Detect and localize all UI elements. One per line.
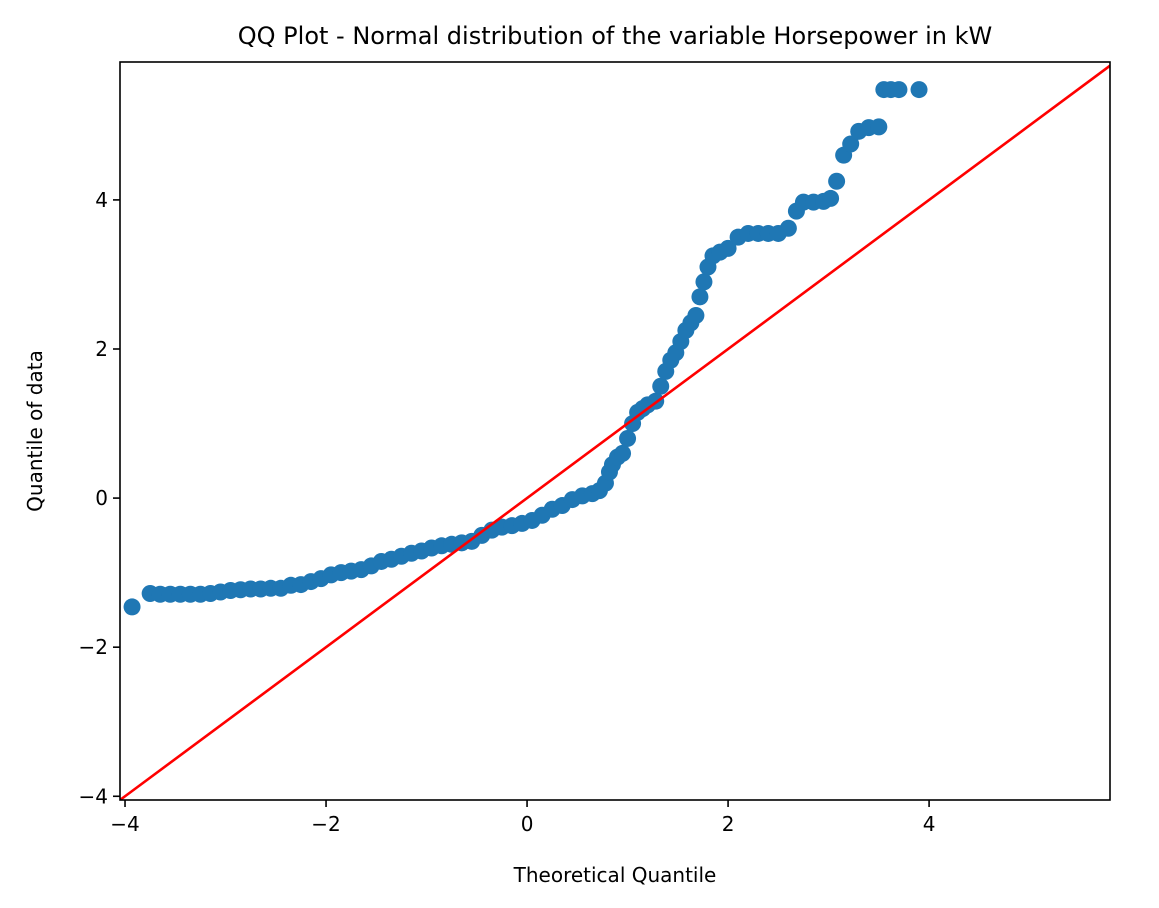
data-point bbox=[687, 306, 705, 324]
data-point bbox=[910, 81, 928, 99]
data-point bbox=[123, 598, 141, 616]
plot-frame bbox=[119, 61, 1111, 801]
y-tick-label: 4 bbox=[95, 188, 108, 212]
data-point bbox=[842, 135, 860, 153]
data-point bbox=[719, 239, 737, 257]
x-tick-label: −4 bbox=[110, 812, 139, 836]
data-point bbox=[779, 219, 797, 237]
data-point bbox=[695, 273, 713, 291]
data-point bbox=[614, 444, 632, 462]
x-axis-label: Theoretical Quantile bbox=[513, 863, 717, 887]
x-tick-label: 0 bbox=[521, 812, 534, 836]
x-tick-label: 4 bbox=[923, 812, 936, 836]
y-tick-label: −4 bbox=[79, 784, 108, 808]
y-tick-label: 2 bbox=[95, 337, 108, 361]
x-tick-label: −2 bbox=[311, 812, 340, 836]
data-point bbox=[652, 377, 670, 395]
data-points bbox=[123, 81, 928, 616]
y-axis-label: Quantile of data bbox=[23, 350, 47, 512]
data-point bbox=[822, 189, 840, 207]
data-point bbox=[691, 288, 709, 306]
reference-line bbox=[120, 64, 1110, 800]
chart-title: QQ Plot - Normal distribution of the var… bbox=[238, 22, 992, 50]
data-point bbox=[870, 118, 888, 136]
data-point bbox=[828, 172, 846, 190]
y-axis: −4 −2 0 2 4 bbox=[79, 188, 120, 808]
data-point bbox=[890, 81, 908, 99]
x-axis: −4 −2 0 2 4 bbox=[110, 800, 935, 836]
x-tick-label: 2 bbox=[722, 812, 735, 836]
y-tick-label: −2 bbox=[79, 635, 108, 659]
y-tick-label: 0 bbox=[95, 486, 108, 510]
data-point bbox=[619, 429, 637, 447]
